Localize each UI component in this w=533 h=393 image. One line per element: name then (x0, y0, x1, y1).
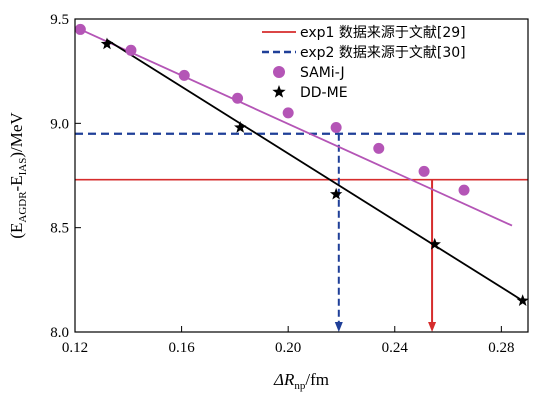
reference-arrow-1 (428, 322, 437, 332)
data-point-sami-j (74, 23, 86, 35)
data-point-dd-me (329, 187, 343, 200)
x-axis-title-sub: np (294, 380, 306, 392)
data-point-sami-j (282, 107, 294, 119)
y-tick-label: 9.0 (50, 116, 69, 132)
x-tick-label: 0.28 (488, 340, 514, 356)
legend-label-exp2: exp2 数据来源于文献[30] (300, 45, 466, 61)
data-point-sami-j (330, 122, 342, 134)
y-axis-title-sub1: AGDR (17, 191, 29, 223)
data-point-dd-me (516, 294, 529, 306)
legend: exp1 数据来源于文献[29] exp2 数据来源于文献[30] SAMi-J… (262, 25, 466, 101)
fit-line-sami-j (79, 28, 513, 227)
x-tick-label: 0.20 (275, 340, 301, 356)
legend-label-dd-me: DD-ME (300, 85, 348, 101)
legend-swatch-sami-j (273, 66, 285, 78)
legend-label-exp1: exp1 数据来源于文献[29] (300, 25, 466, 41)
x-tick-label: 0.24 (382, 340, 409, 356)
y-axis-title-close: )/MeV (7, 112, 26, 158)
y-axis-title-mid: -E (7, 175, 26, 191)
x-axis-title-unit: /fm (305, 370, 329, 389)
data-point-dd-me (234, 121, 247, 133)
y-tick-label: 9.5 (50, 12, 69, 28)
x-tick-label: 0.12 (62, 340, 88, 356)
plot-frame (74, 18, 529, 333)
legend-swatch-dd-me (272, 85, 286, 98)
legend-label-sami-j: SAMi-J (300, 65, 345, 81)
data-point-sami-j (373, 142, 385, 154)
reference-arrow-2 (334, 322, 343, 332)
data-point-dd-me (428, 237, 441, 250)
x-axis-title: ΔRnp/fm (273, 370, 329, 392)
data-point-dd-me (100, 37, 114, 50)
data-point-sami-j (418, 165, 430, 177)
x-tick-label: 0.16 (168, 340, 195, 356)
fit-line-dd-me (106, 39, 524, 302)
y-axis-title-sub2: IAS (17, 158, 29, 176)
data-point-sami-j (125, 44, 137, 56)
y-axis-title: (EAGDR-EIAS)/MeV (7, 112, 29, 239)
data-point-sami-j (232, 92, 244, 104)
y-tick-label: 8.0 (50, 325, 69, 341)
data-point-sami-j (178, 69, 190, 81)
data-point-sami-j (458, 184, 470, 196)
y-tick-label: 8.5 (50, 221, 69, 237)
x-axis-title-main: ΔR (273, 370, 295, 389)
y-axis-title-open: (E (7, 223, 26, 239)
